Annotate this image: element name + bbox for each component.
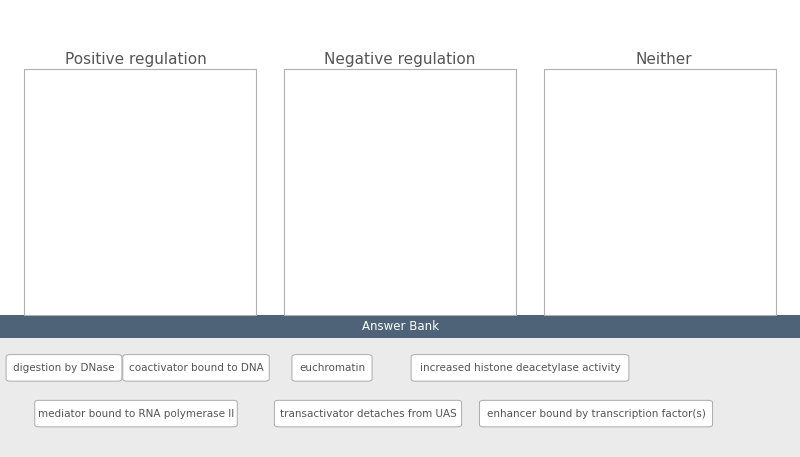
Bar (284, 69, 516, 315)
FancyBboxPatch shape (274, 400, 462, 427)
Text: Positive regulation: Positive regulation (65, 52, 207, 67)
Text: euchromatin: euchromatin (299, 363, 365, 373)
FancyBboxPatch shape (34, 400, 238, 427)
Text: transactivator detaches from UAS: transactivator detaches from UAS (280, 409, 456, 419)
FancyBboxPatch shape (123, 355, 270, 381)
Text: Answer Bank: Answer Bank (362, 320, 438, 333)
FancyBboxPatch shape (479, 400, 713, 427)
Bar (544, 69, 776, 315)
Text: digestion by DNase: digestion by DNase (14, 363, 114, 373)
Text: Neither: Neither (636, 52, 692, 67)
FancyBboxPatch shape (6, 355, 122, 381)
Bar (0, 315, 800, 338)
Bar (24, 69, 256, 315)
Text: increased histone deacetylase activity: increased histone deacetylase activity (420, 363, 620, 373)
Text: coactivator bound to DNA: coactivator bound to DNA (129, 363, 263, 373)
FancyBboxPatch shape (411, 355, 629, 381)
Text: Negative regulation: Negative regulation (324, 52, 476, 67)
Text: enhancer bound by transcription factor(s): enhancer bound by transcription factor(s… (486, 409, 706, 419)
Bar (0, 338, 800, 457)
Text: mediator bound to RNA polymerase II: mediator bound to RNA polymerase II (38, 409, 234, 419)
FancyBboxPatch shape (292, 355, 372, 381)
